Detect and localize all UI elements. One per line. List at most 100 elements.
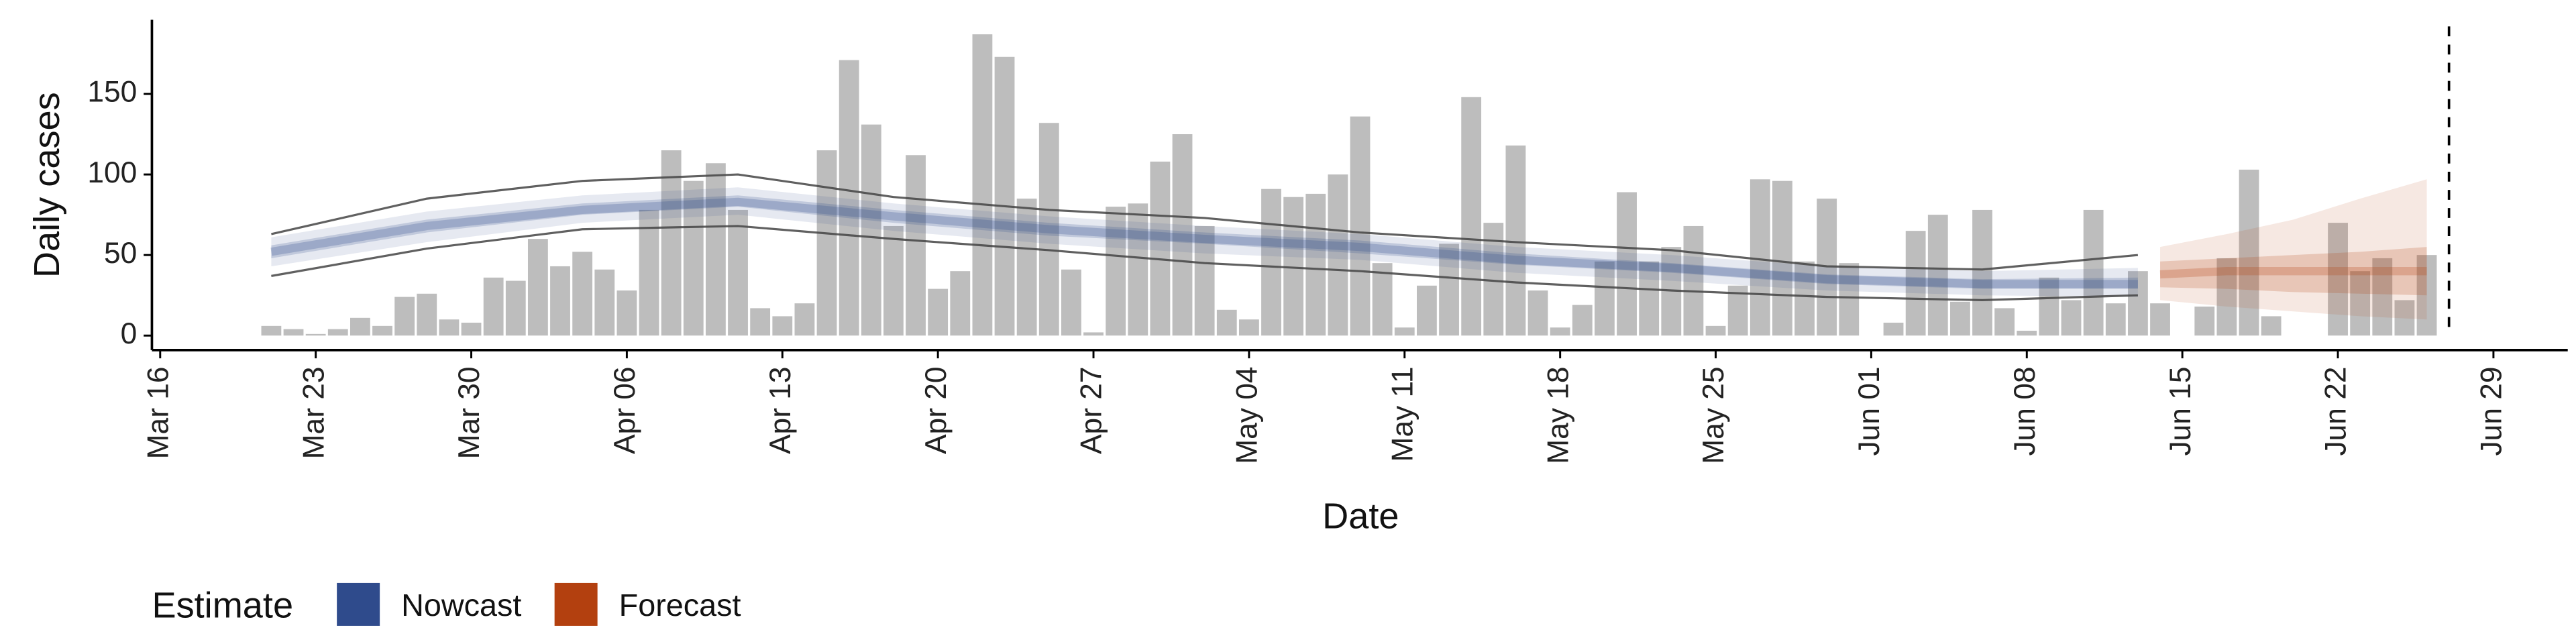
interval-band <box>271 187 2138 297</box>
interval-band <box>2160 247 2427 296</box>
bar <box>2083 209 2104 336</box>
x-tick-label: Apr 27 <box>1075 366 1108 454</box>
x-tick-label: Apr 20 <box>920 366 953 454</box>
bar <box>350 317 370 336</box>
bar <box>2105 303 2126 336</box>
x-tick-label: Jun 08 <box>2008 366 2041 455</box>
bar <box>394 297 415 336</box>
bar <box>1772 180 1792 336</box>
bar <box>1927 215 1948 336</box>
x-tick-label: Mar 30 <box>453 366 486 459</box>
x-tick-label: Mar 23 <box>297 366 330 459</box>
x-tick-label: Jun 29 <box>2475 366 2508 455</box>
bar <box>550 266 570 336</box>
bar <box>2416 255 2437 336</box>
bar <box>1061 269 1081 336</box>
bar <box>906 155 926 336</box>
y-tick-label: 50 <box>104 237 137 270</box>
line-line-lower <box>271 225 2138 302</box>
bar <box>1994 308 2015 336</box>
bar <box>683 180 704 336</box>
bar <box>483 277 504 336</box>
bar <box>1639 261 1660 336</box>
bar <box>1461 97 1482 336</box>
bar <box>1305 193 1326 336</box>
bar <box>2128 271 2148 336</box>
x-tick-label: Jun 22 <box>2320 366 2353 455</box>
plot-area <box>261 26 2451 336</box>
legend: Nowcast Forecast <box>337 582 741 626</box>
bar <box>1016 199 1037 336</box>
bar <box>2194 307 2215 336</box>
bar <box>661 150 682 336</box>
x-tick-label: May 11 <box>1386 366 1419 462</box>
bar <box>2261 316 2282 336</box>
bar <box>1572 305 1593 336</box>
bar <box>1194 225 1215 336</box>
bar <box>1083 332 1104 336</box>
bar <box>1350 116 1371 336</box>
bar <box>527 239 548 336</box>
bar <box>994 56 1015 336</box>
x-axis-title: Date <box>1322 496 1399 537</box>
bar <box>1261 189 1281 336</box>
x-tick-label: Jun 15 <box>2164 366 2197 455</box>
bar <box>461 323 482 336</box>
bar <box>639 209 659 336</box>
bar <box>1394 327 1415 336</box>
bar <box>1128 203 1148 336</box>
bar <box>572 252 593 336</box>
bar <box>1550 327 1570 336</box>
bar <box>1839 263 1860 336</box>
bar <box>1372 263 1393 336</box>
bar <box>839 60 859 336</box>
bar <box>772 316 793 336</box>
bar <box>816 150 837 336</box>
x-tick-label: Jun 01 <box>1853 366 1886 455</box>
bar <box>2372 258 2393 336</box>
bar <box>1417 285 1437 336</box>
bar <box>2239 169 2259 336</box>
bar <box>1595 261 1615 336</box>
bar <box>705 163 726 336</box>
bar <box>2216 258 2237 336</box>
bar <box>928 288 949 336</box>
y-tick-label: 0 <box>121 317 138 350</box>
bar <box>616 290 637 336</box>
bar <box>1527 290 1548 336</box>
bar <box>261 325 282 336</box>
bar <box>1505 145 1526 336</box>
bar <box>594 269 615 336</box>
bar <box>2328 223 2348 336</box>
bar <box>1617 192 1637 336</box>
bar <box>1150 161 1171 336</box>
bar <box>1683 225 1704 336</box>
bar <box>1794 261 1815 336</box>
x-tick-label: Mar 16 <box>142 366 174 459</box>
bar <box>1038 123 1059 336</box>
bar <box>1439 244 1459 336</box>
bar <box>950 271 971 336</box>
legend-swatch <box>554 582 598 626</box>
y-axis-title: Daily cases <box>27 92 67 278</box>
x-tick-label: May 18 <box>1542 366 1574 464</box>
bar <box>417 293 437 336</box>
bar <box>2017 331 2037 336</box>
y-tick-label: 150 <box>87 76 137 109</box>
bar <box>1216 309 1237 336</box>
x-tick-label: Apr 06 <box>608 366 641 454</box>
bar <box>1750 179 1770 336</box>
legend-label: Nowcast <box>401 588 521 623</box>
bar <box>439 319 460 336</box>
bar <box>1950 301 1970 336</box>
bar <box>728 209 748 336</box>
bar <box>305 333 326 336</box>
bar <box>750 308 771 336</box>
bar <box>2394 300 2415 336</box>
bar <box>1705 325 1726 336</box>
line-line-upper <box>271 173 2139 271</box>
bar <box>1905 231 1926 336</box>
bar <box>861 124 881 336</box>
bar <box>1883 323 1904 336</box>
interval-band <box>271 195 2138 289</box>
